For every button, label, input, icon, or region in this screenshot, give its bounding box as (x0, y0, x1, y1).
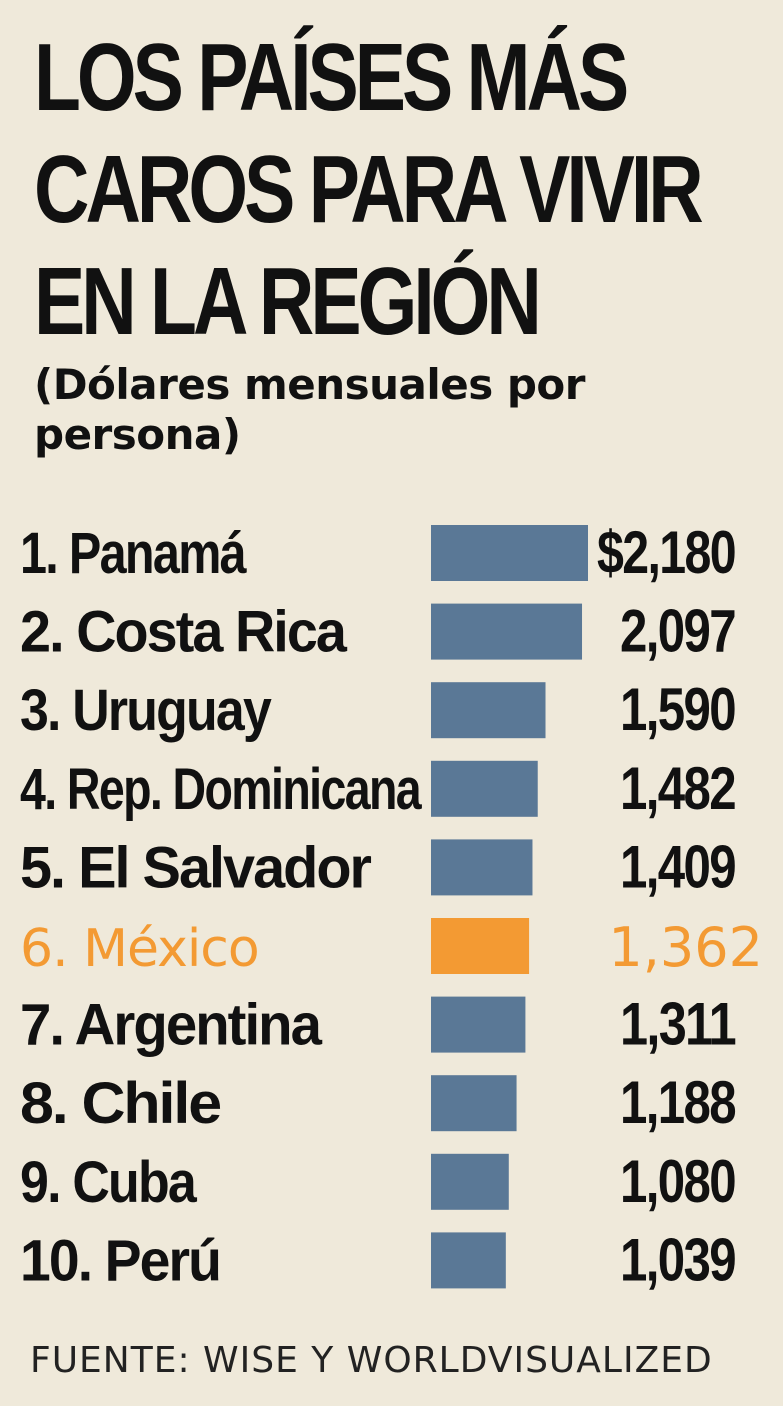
title-line: CAROS PARA VIVIR (34, 136, 704, 243)
bar (431, 1232, 506, 1289)
value-label: 1,409 (620, 833, 736, 900)
title-line: EN LA REGIÓN (34, 248, 542, 355)
bar (431, 996, 526, 1053)
bar (431, 682, 546, 739)
bar (431, 1075, 517, 1132)
category-label: 10. Perú (20, 1228, 220, 1293)
category-label: 5. El Salvador (20, 835, 371, 900)
chart-subtitle: (Dólares mensuales por persona) (34, 360, 586, 459)
value-label: 1,080 (620, 1148, 735, 1215)
value-label: 1,188 (620, 1069, 736, 1136)
title-line: LOS PAÍSES MÁS (34, 24, 629, 131)
value-label: 1,362 (608, 916, 763, 979)
value-label: 1,590 (620, 676, 735, 743)
bar (431, 603, 583, 660)
category-label: 4. Rep. Dominicana (20, 757, 422, 822)
bar (431, 760, 538, 817)
bar (431, 918, 530, 974)
category-label: 7. Argentina (20, 993, 323, 1058)
source-note: FUENTE: WISE Y WORLDVISUALIZED (30, 1340, 713, 1381)
value-label: 1,482 (620, 755, 735, 822)
value-label: $2,180 (597, 519, 735, 586)
value-label: 1,311 (620, 991, 736, 1058)
category-label: 2. Costa Rica (20, 600, 348, 665)
category-label: 3. Uruguay (20, 678, 272, 743)
bar-chart: 1. Panamá $2,180 2. Costa Rica 2,097 3. Urug… (20, 519, 763, 1293)
bar (431, 1153, 509, 1210)
category-label: 9. Cuba (20, 1150, 197, 1215)
category-label: 1. Panamá (20, 521, 247, 586)
chart-title: LOS PAÍSES MÁS CAROS PARA VIVIR EN LA RE… (34, 22, 704, 358)
bar (431, 525, 588, 581)
category-label: 6. México (20, 919, 259, 979)
bar (431, 839, 533, 896)
category-label: 8. Chile (20, 1071, 221, 1136)
value-label: 1,039 (620, 1226, 736, 1293)
value-label: 2,097 (620, 598, 735, 665)
